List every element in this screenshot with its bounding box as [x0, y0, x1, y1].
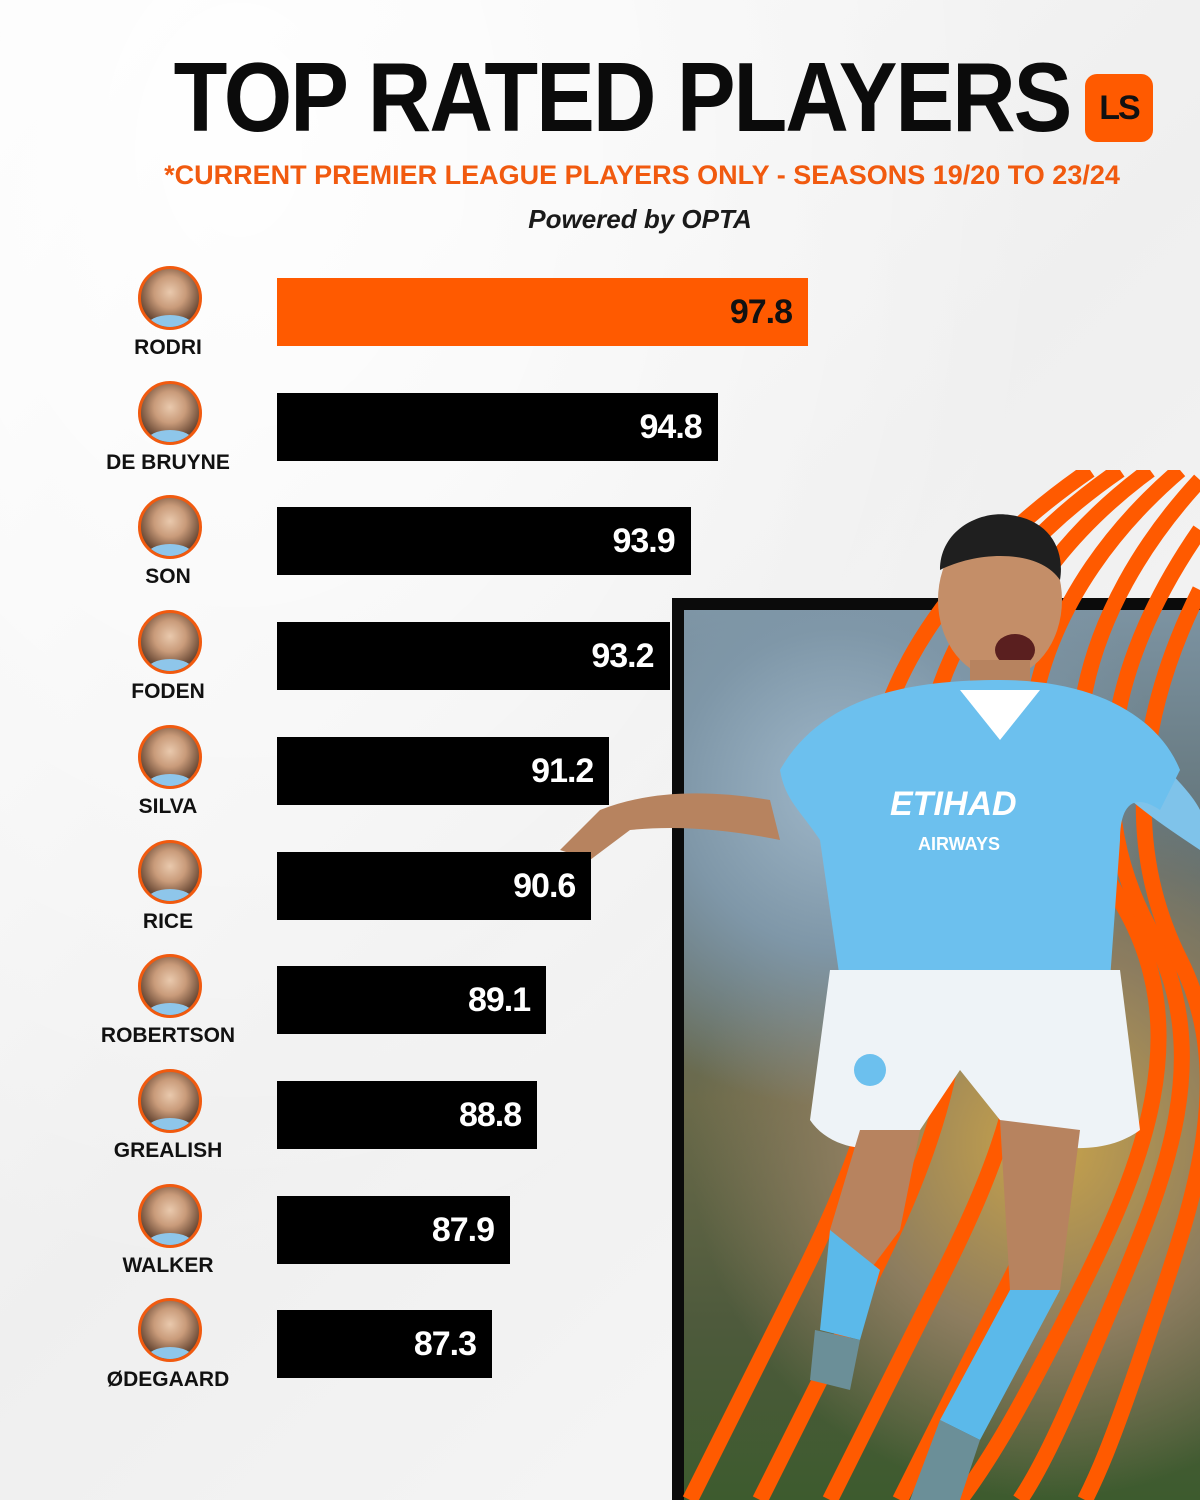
rating-value-label: 91.2: [531, 751, 594, 790]
player-name-label: ØDEGAARD: [106, 1368, 230, 1392]
svg-text:ETIHAD: ETIHAD: [890, 785, 1017, 823]
player-avatar: [138, 495, 202, 560]
rating-value-label: 93.9: [612, 522, 675, 561]
player-name-label: FODEN: [131, 680, 205, 704]
chart-row: DE BRUYNE 94.8: [0, 380, 718, 496]
player-name-label: WALKER: [122, 1253, 214, 1277]
player-avatar: [138, 954, 202, 1019]
avatar-shirt: [147, 315, 193, 327]
player-avatar: [138, 380, 202, 445]
avatar-shirt: [147, 773, 193, 786]
player-avatar: [138, 1068, 202, 1133]
player-name-label: RODRI: [134, 336, 202, 359]
chart-row: FODEN 93.2: [0, 610, 700, 725]
rating-bar: 91.2: [277, 736, 610, 805]
avatar-shirt: [147, 429, 193, 442]
chart-row: GREALISH 88.8: [0, 1068, 700, 1184]
rating-value-label: 88.8: [458, 1095, 522, 1134]
player-name-label: RICE: [142, 909, 194, 933]
page-subtitle: *CURRENT PREMIER LEAGUE PLAYERS ONLY - S…: [164, 160, 1120, 190]
avatar-shirt: [147, 888, 193, 901]
brand-logo: LS: [1085, 74, 1153, 142]
player-avatar: [138, 724, 202, 789]
player-name-label: GREALISH: [113, 1138, 223, 1162]
avatar-shirt: [147, 1117, 193, 1130]
rating-value-label: 90.6: [513, 866, 576, 905]
rating-bar: 94.8: [277, 392, 718, 461]
rating-value-label: 87.9: [431, 1210, 495, 1249]
rating-value-label: 93.2: [591, 637, 654, 676]
rating-bar: 87.3: [277, 1310, 492, 1379]
rating-value-label: 97.8: [729, 293, 793, 331]
rating-value-label: 89.1: [467, 981, 531, 1020]
player-name-label: SILVA: [138, 794, 198, 818]
chart-row: RODRI 97.8: [0, 266, 808, 381]
avatar-shirt: [147, 1232, 193, 1245]
player-name-label: ROBERTSON: [100, 1024, 236, 1048]
svg-text:AIRWAYS: AIRWAYS: [918, 834, 1000, 854]
player-name-label: DE BRUYNE: [106, 450, 230, 474]
player-avatar: [138, 266, 202, 330]
chart-row: SILVA 91.2: [0, 724, 700, 840]
avatar-shirt: [147, 544, 193, 557]
player-name-label: SON: [145, 565, 191, 589]
player-figure: ETIHAD AIRWAYS: [560, 514, 1200, 1500]
avatar-shirt: [147, 659, 193, 672]
rating-bar: 87.9: [277, 1195, 511, 1264]
avatar-shirt: [147, 1003, 193, 1016]
chart-row: SON 93.9: [0, 495, 700, 610]
rating-bar: 88.8: [277, 1080, 538, 1149]
player-avatar: [138, 1298, 202, 1363]
rating-bar: 97.8: [277, 278, 808, 346]
page-title: TOP RATED PLAYERS: [173, 41, 1073, 153]
player-avatar: [138, 610, 202, 675]
player-avatar: [138, 1183, 202, 1248]
rating-value-label: 87.3: [413, 1325, 477, 1364]
chart-row: ROBERTSON 89.1: [0, 954, 700, 1069]
rating-bar: 93.9: [277, 507, 691, 576]
player-avatar: [138, 839, 202, 904]
chart-row: ØDEGAARD 87.3: [0, 1298, 700, 1413]
bar-chart: RODRI 97.8 DE BRUYNE 94.8 SON 93.9 FODEN 93.2 SI…: [0, 266, 808, 1413]
chart-row: RICE 90.6: [0, 839, 700, 955]
powered-by-caption: Powered by OPTA: [528, 204, 752, 234]
rating-bar: 89.1: [277, 966, 547, 1035]
rating-bar: 90.6: [277, 851, 592, 920]
chart-row: WALKER 87.9: [0, 1183, 700, 1299]
rating-value-label: 94.8: [639, 407, 703, 446]
rating-bar: 93.2: [277, 622, 670, 691]
avatar-shirt: [147, 1347, 193, 1360]
